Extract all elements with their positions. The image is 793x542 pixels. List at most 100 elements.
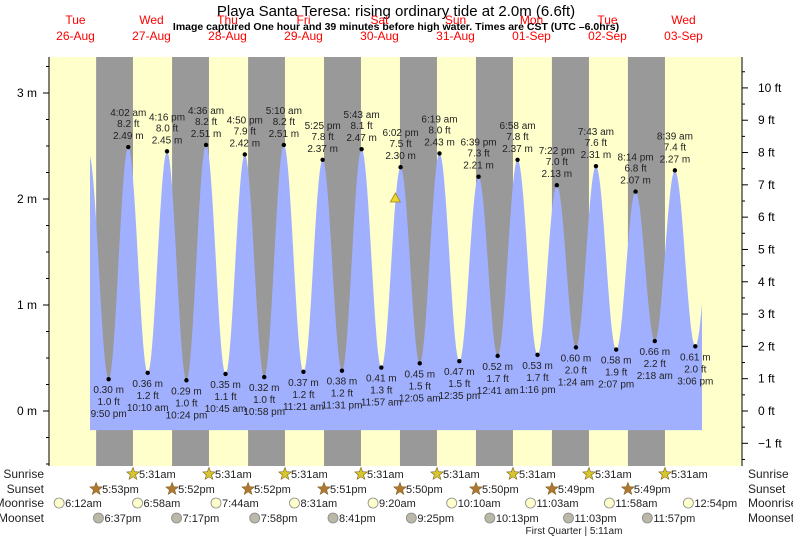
low-tide-m: 0.47 m — [444, 367, 475, 378]
moonrise-row-label: Moonrise — [0, 496, 44, 510]
low-tide-ft: 1.0 ft — [253, 395, 275, 406]
low-tide-ft: 2.0 ft — [684, 364, 706, 375]
high-tide-point — [242, 152, 248, 157]
low-tide-time: 1:24 am — [558, 377, 594, 388]
low-tide-m: 0.36 m — [132, 379, 163, 390]
moonset-icon — [484, 512, 496, 524]
high-tide-m: 2.45 m — [152, 135, 183, 146]
high-tide-time: 4:16 pm — [149, 112, 185, 123]
moonrise-time: 7:44am — [222, 498, 259, 510]
high-tide-point — [672, 168, 678, 173]
low-tide-ft: 2.0 ft — [565, 365, 587, 376]
low-tide-ft: 1.9 ft — [605, 368, 627, 379]
low-tide-ft: 1.2 ft — [292, 390, 314, 401]
moonset-icon — [563, 512, 574, 524]
low-tide-point — [614, 347, 619, 352]
low-tide-time: 1:16 pm — [519, 385, 555, 396]
low-tide-m: 0.61 m — [680, 352, 711, 363]
high-tide-m: 2.42 m — [230, 138, 261, 149]
high-tide-time: 8:14 pm — [618, 153, 654, 164]
moonset-icon — [641, 512, 653, 524]
high-tide-m: 2.43 m — [424, 137, 455, 148]
low-tide-point — [379, 365, 384, 370]
day-weekday: Wed — [671, 13, 695, 27]
low-tide-time: 2:07 pm — [598, 380, 634, 391]
low-tide-m: 0.41 m — [366, 374, 397, 385]
moonrise-time: 11:58am — [615, 498, 657, 510]
moon-phase-label: First Quarter | 5:11am — [526, 526, 623, 537]
moonset-icon — [249, 512, 261, 524]
high-tide-point — [164, 149, 170, 154]
sunrise-icon — [126, 466, 140, 480]
right-tick-label: 1 ft — [758, 372, 775, 386]
sunset-icon — [393, 481, 407, 495]
moonrise-icon — [289, 497, 300, 509]
right-tick-label: 5 ft — [758, 242, 775, 256]
low-tide-m: 0.32 m — [249, 383, 280, 394]
moonset-time: 7:58pm — [261, 513, 298, 525]
current-level-marker — [389, 192, 402, 203]
low-tide-m: 0.52 m — [482, 362, 513, 373]
low-tide-point — [184, 378, 189, 383]
low-tide-time: 11:57 am — [361, 398, 402, 409]
low-tide-m: 0.30 m — [93, 385, 124, 396]
sunset-icon — [620, 481, 635, 495]
low-tide-time: 12:41 am — [477, 386, 519, 397]
moonrise-row-label-right: Moonrise — [748, 496, 793, 510]
low-tide-m: 0.38 m — [327, 377, 358, 388]
sunset-icon — [544, 481, 559, 495]
sunset-icon — [317, 481, 331, 495]
high-tide-ft: 7.9 ft — [234, 126, 256, 137]
high-tide-time: 4:02 am — [110, 108, 146, 119]
high-tide-ft: 8.2 ft — [117, 119, 139, 130]
high-tide-time: 7:22 pm — [539, 146, 575, 157]
sunset-time: 5:53pm — [102, 484, 139, 496]
day-date: 31-Aug — [436, 29, 475, 43]
low-tide-time: 10:45 am — [205, 404, 247, 415]
moonrise-time: 10:10am — [458, 498, 501, 510]
low-tide-m: 0.37 m — [288, 378, 319, 389]
moonrise-icon — [446, 497, 458, 509]
left-tick-label: 1 m — [17, 298, 37, 312]
moonrise-time: 6:12am — [65, 498, 102, 510]
low-tide-m: 0.29 m — [171, 386, 202, 397]
high-tide-point — [359, 146, 364, 152]
high-tide-time: 6:58 am — [499, 121, 535, 132]
moonset-row-label-right: Moonset — [748, 511, 793, 525]
sunset-time: 5:49pm — [558, 484, 595, 496]
sunset-time: 5:50pm — [406, 484, 443, 496]
moonrise-time: 11:03am — [536, 498, 578, 510]
day-date: 28-Aug — [208, 29, 247, 43]
low-tide-ft: 1.2 ft — [331, 389, 353, 400]
high-tide-point — [593, 163, 599, 169]
high-tide-time: 5:10 am — [266, 106, 302, 117]
right-tick-label: 7 ft — [758, 178, 775, 192]
high-tide-m: 2.49 m — [113, 131, 144, 142]
chart-subtitle: Image captured One hour and 39 minutes b… — [173, 21, 619, 33]
high-tide-m: 2.27 m — [660, 154, 691, 165]
low-tide-ft: 1.2 ft — [137, 391, 159, 402]
sunrise-row-label: Sunrise — [3, 467, 44, 481]
low-tide-point — [106, 377, 111, 382]
moonrise-time: 6:58am — [144, 498, 181, 510]
low-tide-ft: 1.1 ft — [214, 392, 236, 403]
high-tide-time: 6:02 pm — [383, 128, 419, 139]
tide-marks: 0.30 m1.0 ft9:50 pm4:02 am8.2 ft2.49 m0.… — [91, 106, 714, 421]
low-tide-time: 10:24 pm — [166, 410, 208, 421]
high-tide-ft: 7.8 ft — [506, 132, 528, 143]
high-tide-ft: 8.2 ft — [273, 117, 295, 128]
moonrise-icon — [53, 497, 65, 509]
right-tick-label: 3 ft — [758, 307, 775, 321]
sunrise-time: 5:31am — [595, 469, 632, 481]
low-tide-point — [145, 370, 150, 376]
day-date: 02-Sep — [588, 29, 627, 43]
moonrise-icon — [367, 497, 379, 509]
high-tide-time: 5:25 pm — [305, 121, 341, 132]
high-tide-ft: 7.8 ft — [312, 132, 334, 143]
left-tick-label: 3 m — [17, 86, 37, 100]
moonset-time: 9:25pm — [417, 513, 454, 525]
moonrise-time: 12:54pm — [694, 498, 737, 510]
right-tick-label: 2 ft — [758, 339, 775, 353]
moonset-time: 10:13pm — [496, 513, 539, 525]
sunset-time: 5:50pm — [482, 484, 519, 496]
